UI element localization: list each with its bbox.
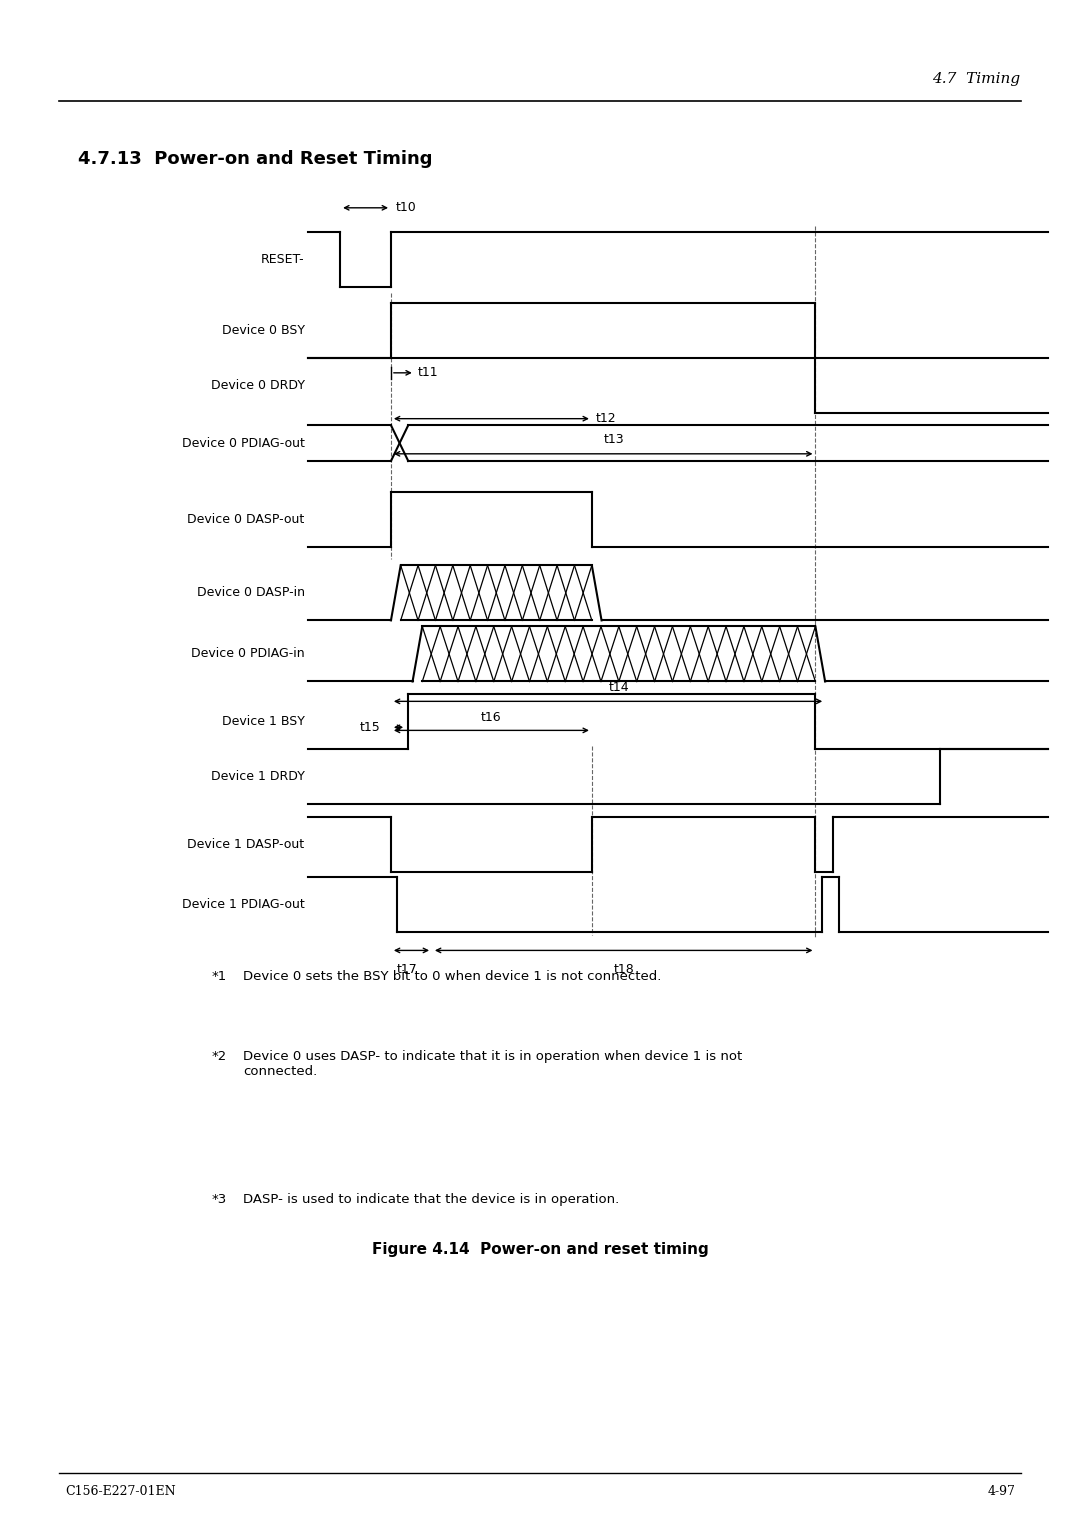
Text: *1: *1 <box>212 970 227 984</box>
Text: t18: t18 <box>613 963 634 976</box>
Text: DASP- is used to indicate that the device is in operation.: DASP- is used to indicate that the devic… <box>243 1193 619 1207</box>
Text: Device 0 PDIAG-in: Device 0 PDIAG-in <box>191 648 305 660</box>
Text: 4-97: 4-97 <box>987 1485 1015 1499</box>
Text: Device 0 DASP-out: Device 0 DASP-out <box>187 513 305 526</box>
Text: Device 0 uses DASP- to indicate that it is in operation when device 1 is not
con: Device 0 uses DASP- to indicate that it … <box>243 1050 742 1077</box>
Text: 4.7.13  Power-on and Reset Timing: 4.7.13 Power-on and Reset Timing <box>78 150 432 168</box>
Text: Device 1 DRDY: Device 1 DRDY <box>211 770 305 782</box>
Text: Figure 4.14  Power-on and reset timing: Figure 4.14 Power-on and reset timing <box>372 1242 708 1258</box>
Text: t13: t13 <box>604 432 624 446</box>
Text: t10: t10 <box>395 202 416 214</box>
Text: Device 0 BSY: Device 0 BSY <box>221 324 305 336</box>
Text: t12: t12 <box>596 413 617 425</box>
Text: 4.7  Timing: 4.7 Timing <box>932 72 1021 86</box>
Text: Device 1 PDIAG-out: Device 1 PDIAG-out <box>181 898 305 911</box>
Text: Device 0 sets the BSY bit to 0 when device 1 is not connected.: Device 0 sets the BSY bit to 0 when devi… <box>243 970 661 984</box>
Text: RESET-: RESET- <box>261 254 305 266</box>
Text: t14: t14 <box>609 680 630 694</box>
Text: Device 0 PDIAG-out: Device 0 PDIAG-out <box>181 437 305 449</box>
Text: Device 0 DASP-in: Device 0 DASP-in <box>197 587 305 599</box>
Text: C156-E227-01EN: C156-E227-01EN <box>65 1485 175 1499</box>
Text: t17: t17 <box>397 963 418 976</box>
Text: Device 0 DRDY: Device 0 DRDY <box>211 379 305 391</box>
Text: t11: t11 <box>418 367 438 379</box>
Text: *2: *2 <box>212 1050 227 1063</box>
Text: Device 1 DASP-out: Device 1 DASP-out <box>188 839 305 851</box>
Text: *3: *3 <box>212 1193 227 1207</box>
Text: t16: t16 <box>481 711 502 724</box>
Text: t15: t15 <box>360 721 380 733</box>
Text: Device 1 BSY: Device 1 BSY <box>221 715 305 727</box>
